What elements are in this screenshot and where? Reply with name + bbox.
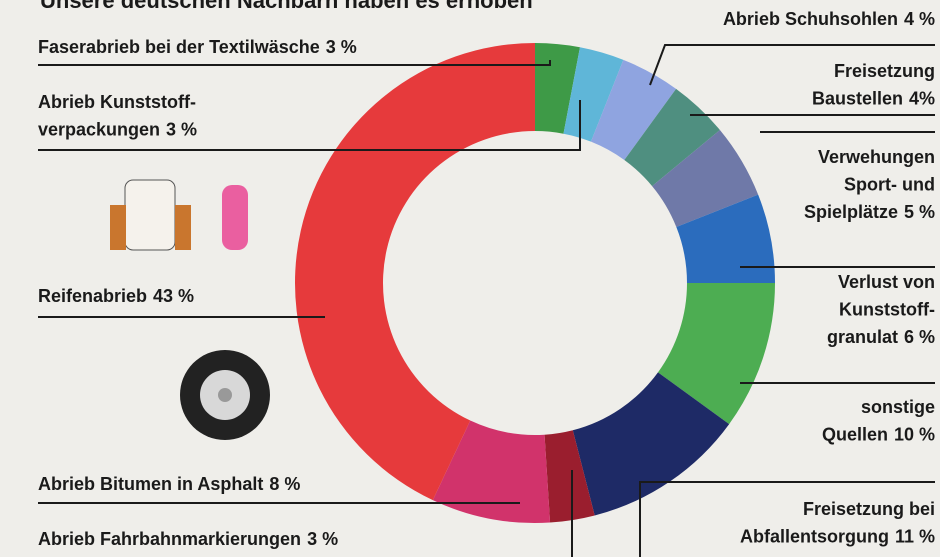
label-line: Spielplätze xyxy=(804,202,898,222)
label-line: sonstige xyxy=(861,397,935,417)
value-label: 10 % xyxy=(894,424,935,444)
value-label: 11 % xyxy=(895,526,935,546)
value-label: 5 % xyxy=(904,202,935,222)
label-line: Sport- und xyxy=(844,174,935,194)
segment-label: Abrieb Bitumen in Asphalt 8 % xyxy=(38,474,300,494)
value-label: 6 % xyxy=(904,327,935,347)
label-line: Abfallentsorgung xyxy=(740,526,889,546)
chart: Unsere deutschen Nachbarn haben es erhob… xyxy=(0,0,940,557)
value-label: 3 % xyxy=(326,37,357,57)
segment-label: Abrieb Fahrbahnmarkierungen 3 % xyxy=(38,529,338,549)
label-line: Quellen xyxy=(822,424,888,444)
label-line: verpackungen xyxy=(38,119,160,139)
value-label: 3 % xyxy=(166,119,197,139)
chart-title: Unsere deutschen Nachbarn haben es erhob… xyxy=(40,0,533,13)
segment-label: Reifenabrieb 43 % xyxy=(38,286,194,306)
label-line: Verwehungen xyxy=(818,147,935,167)
value-label: 4 % xyxy=(904,9,935,29)
value-label: 43 % xyxy=(153,286,194,306)
label-line: Freisetzung bei xyxy=(803,499,935,519)
label-line: Abrieb Fahrbahnmarkierungen xyxy=(38,529,301,549)
label-line: Baustellen xyxy=(812,88,903,108)
segment-label: Faserabrieb bei der Textilwäsche 3 % xyxy=(38,37,357,57)
value-label: 8 % xyxy=(269,474,300,494)
segment-label: Abrieb Schuhsohlen 4 % xyxy=(723,9,935,29)
label-line: Verlust von xyxy=(838,272,935,292)
label-line: Abrieb Schuhsohlen xyxy=(723,9,898,29)
label-line: Reifenabrieb xyxy=(38,286,147,306)
segment-label: Verlust von Kunststoff-granulat 6 % xyxy=(827,272,935,347)
value-label: 3 % xyxy=(307,529,338,549)
label-line: Faserabrieb bei der Textilwäsche xyxy=(38,37,320,57)
value-label: 4% xyxy=(909,88,935,108)
label-line: Freisetzung xyxy=(834,61,935,81)
label-line: Abrieb Bitumen in Asphalt xyxy=(38,474,263,494)
tire-icon xyxy=(180,350,270,440)
label-line: Kunststoff- xyxy=(839,299,935,319)
label-line: Abrieb Kunststoff- xyxy=(38,92,196,112)
label-line: granulat xyxy=(827,327,898,347)
